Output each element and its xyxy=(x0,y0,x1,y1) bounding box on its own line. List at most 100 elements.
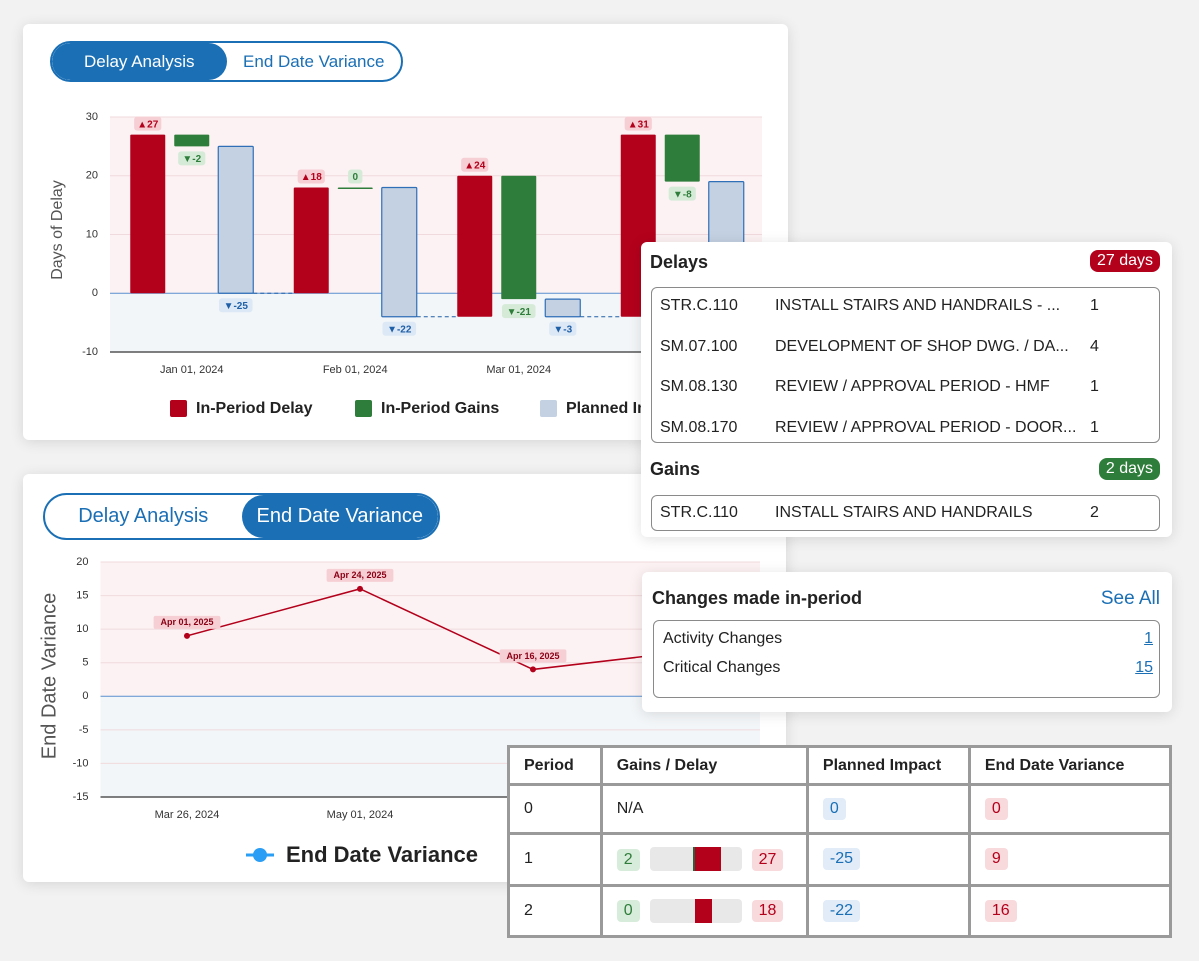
legend-swatch xyxy=(355,400,372,417)
change-label: Critical Changes xyxy=(663,659,781,676)
legend-label: In-Period Gains xyxy=(381,400,499,417)
end-date-variance: 0 xyxy=(984,798,1008,821)
activity-id: SM.08.130 xyxy=(660,378,738,396)
y-tick-label: 10 xyxy=(76,623,88,635)
variance-cell: 0 xyxy=(967,782,1173,836)
value-label: ▼-25 xyxy=(224,301,249,312)
end-date-variance: 16 xyxy=(984,899,1017,922)
column-header: Gains / Delay xyxy=(599,745,809,786)
y-tick-label: -5 xyxy=(79,724,89,736)
bar xyxy=(217,145,254,294)
mini-bar xyxy=(649,847,742,872)
value-label-bg xyxy=(549,321,577,336)
list-row: STR.C.110 INSTALL STAIRS AND HANDRAILS 2 xyxy=(652,493,1159,533)
gain-segment xyxy=(692,847,695,872)
delay-segment xyxy=(694,898,712,923)
annotation-bg xyxy=(499,649,567,663)
bar xyxy=(457,175,493,317)
y-tick-label: 15 xyxy=(76,589,88,601)
panel-title: Delays xyxy=(650,252,709,272)
value-label: ▲18 xyxy=(301,172,322,183)
tab-switch: Delay Analysis End Date Variance xyxy=(50,41,403,82)
bar xyxy=(664,134,700,182)
value-label: ▲31 xyxy=(628,119,649,130)
variance-cell: 9 xyxy=(967,832,1173,887)
change-row: Critical Changes 15 xyxy=(654,653,1159,683)
value-label-bg xyxy=(178,151,206,166)
y-axis-title: Days of Delay xyxy=(49,180,66,280)
activity-id: STR.C.110 xyxy=(660,504,738,521)
tab[interactable]: Delay Analysis xyxy=(78,505,209,527)
period: 0 xyxy=(507,782,603,836)
count: 2 xyxy=(1090,504,1099,521)
planned-impact: -25 xyxy=(822,848,861,871)
value-label: ▼-21 xyxy=(507,307,532,318)
variance-cell: 16 xyxy=(967,883,1173,939)
count: 4 xyxy=(1090,337,1099,355)
annotation: Apr 16, 2025 xyxy=(506,651,559,661)
change-value[interactable]: 1 xyxy=(1144,630,1153,647)
point xyxy=(530,666,536,673)
annotation: Apr 01, 2025 xyxy=(160,617,213,627)
bar xyxy=(293,187,329,294)
value-label-bg xyxy=(501,304,536,319)
value-label: ▲27 xyxy=(137,119,158,130)
y-tick-label: -10 xyxy=(82,346,98,358)
change-value[interactable]: 15 xyxy=(1135,659,1153,676)
changes-panel: Changes made in-period See All Activity … xyxy=(642,572,1172,712)
y-tick-label: 10 xyxy=(86,228,98,240)
y-tick-label: 30 xyxy=(86,111,98,123)
period: 2 xyxy=(507,883,603,939)
tab[interactable]: Delay Analysis xyxy=(52,43,227,80)
list-row: SM.08.170 REVIEW / APPROVAL PERIOD - DOOR… xyxy=(652,408,1159,448)
bar xyxy=(381,186,418,318)
value-label-bg xyxy=(668,186,696,201)
activity-id: SM.07.100 xyxy=(660,337,738,355)
gains-delay: N/A xyxy=(599,782,809,836)
x-tick-label: Mar 01, 2024 xyxy=(486,364,551,376)
see-all-link[interactable]: See All xyxy=(1100,588,1160,609)
value-label-bg xyxy=(382,321,417,336)
delay-chart: 30 20 10 0 -10 Days of Delay Jan 01, 2024 Feb 0… xyxy=(49,111,762,417)
value-label-bg xyxy=(461,157,489,172)
table-row: 1 2 27 -25 9 xyxy=(507,832,1173,887)
activity-name: DEVELOPMENT OF SHOP DWG. / DA... xyxy=(775,337,1069,355)
column-header: End Date Variance xyxy=(967,745,1173,786)
point xyxy=(357,585,363,592)
delays-panel: Delays 27 days STR.C.110 INSTALL STAIRS A… xyxy=(641,242,1172,537)
activity-name: REVIEW / APPROVAL PERIOD - DOOR... xyxy=(775,418,1077,436)
gains-delay: 0 18 xyxy=(599,883,809,939)
period-table: Period Gains / Delay Planned Impact End Dat… xyxy=(507,745,1173,939)
x-tick-label: Feb 01, 2024 xyxy=(323,364,388,376)
list-row: STR.C.110 INSTALL STAIRS AND HANDRAILS - … xyxy=(652,286,1159,326)
value-label: ▼-22 xyxy=(387,324,412,335)
na: N/A xyxy=(616,800,644,818)
tab[interactable]: End Date Variance xyxy=(241,495,438,538)
legend-dot xyxy=(253,848,267,862)
change-row: Activity Changes 1 xyxy=(654,624,1159,654)
y-tick-label: 0 xyxy=(82,690,88,702)
changes-list: Activity Changes 1 Critical Changes 15 xyxy=(653,620,1160,698)
activity-id: STR.C.110 xyxy=(660,297,738,314)
column-header: Period xyxy=(507,745,603,786)
value-label: 0 xyxy=(352,172,358,183)
y-tick-label: -10 xyxy=(73,757,89,769)
bar xyxy=(544,298,581,318)
bar xyxy=(501,175,537,300)
point xyxy=(184,632,190,639)
x-tick-label: Mar 26, 2024 xyxy=(155,809,220,821)
activity-name: INSTALL STAIRS AND HANDRAILS xyxy=(775,504,1033,521)
bar xyxy=(174,134,210,147)
line xyxy=(186,588,707,671)
badge: 2 days xyxy=(1098,458,1160,480)
gains-delay: 2 27 xyxy=(599,832,809,887)
tab[interactable]: End Date Variance xyxy=(243,51,385,71)
x-tick-label: Jan 01, 2024 xyxy=(160,364,224,376)
count: 1 xyxy=(1090,418,1099,436)
annotation-bg xyxy=(153,615,221,629)
value-label: ▼-3 xyxy=(553,324,572,335)
x-tick-label: May 01, 2024 xyxy=(327,809,394,821)
bar xyxy=(337,187,373,189)
value-label-bg xyxy=(134,116,162,131)
